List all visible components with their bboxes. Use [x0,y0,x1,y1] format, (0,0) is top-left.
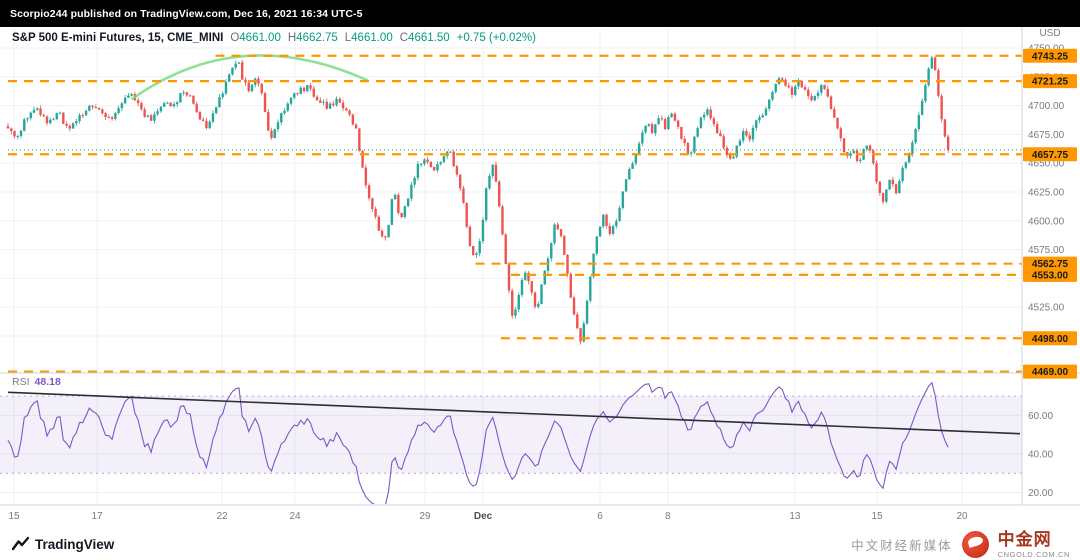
candlestick-series [6,55,950,345]
price-level-badge-text: 4553.00 [1032,270,1069,281]
publish-bar: Scorpio244 published on TradingView.com,… [0,0,1080,27]
price-level-badge [1023,48,1077,63]
symbol-legend[interactable]: S&P 500 E-mini Futures, 15, CME_MINI O466… [12,32,536,44]
price-levels [8,54,1022,373]
rsi-indicator-label: RSI [12,376,30,388]
price-level-badge-text: 4657.75 [1032,150,1069,161]
symbol-title: S&P 500 E-mini Futures, 15, CME_MINI [12,32,224,44]
low-value: 4661.00 [351,32,393,44]
rsi-trendline[interactable] [7,391,1021,435]
open-value: 4661.00 [239,32,281,44]
price-level-badge-text: 4469.00 [1032,367,1069,378]
time-tick-label: 8 [665,511,671,522]
price-tick-label: 4675.00 [1028,130,1065,141]
time-tick-label: 15 [871,511,883,522]
time-tick-label: 29 [419,511,431,522]
time-tick-label: 6 [597,511,603,522]
rsi-tick-label: 40.00 [1028,449,1053,460]
rsi-tick-label: 60.00 [1028,411,1053,422]
price-level-badge [1023,267,1077,282]
cngold-domain: CNGOLD.COM.CN [997,550,1070,559]
high-value: 4662.75 [296,32,338,44]
price-tick-label: 4525.00 [1028,303,1065,314]
rsi-band [0,395,1022,474]
close-label: C [399,32,409,44]
currency-label: USD [1039,28,1060,39]
publish-info: Scorpio244 published on TradingView.com,… [10,7,363,20]
cngold-tagline: 中文财经新媒体 [851,539,953,554]
close-value: 4661.50 [408,32,450,44]
time-tick-label: 17 [91,511,103,522]
cngold-name: 中金网 [997,530,1052,549]
tradingview-brand[interactable]: TradingView [12,536,114,553]
rsi-line [7,381,949,504]
cngold-text-block: 中金网 CNGOLD.COM.CN [998,531,1070,559]
price-tick-label: 4575.00 [1028,245,1065,256]
price-level-badge-text: 4721.25 [1032,77,1069,88]
price-axis[interactable]: USD4750.004725.004700.004675.004650.0046… [1023,28,1077,499]
rsi-pane[interactable] [0,373,1022,505]
rsi-tick-label: 20.00 [1028,488,1053,499]
footer-bar: TradingView 中文财经新媒体 中金网 CNGOLD.COM.CN [0,530,1080,560]
price-level-badge [1023,364,1077,379]
tradingview-logo-icon [12,536,29,551]
time-tick-label: 13 [789,511,801,522]
rsi-indicator-value: 48.18 [34,376,61,388]
low-label: L [344,32,352,44]
price-level-badge [1023,331,1077,346]
grid [0,28,1022,505]
rsi-legend[interactable]: RSI 48.18 [12,376,61,388]
price-level-badge-text: 4498.00 [1032,334,1069,345]
price-level-badge [1023,256,1077,271]
price-level-badge [1023,147,1077,162]
tradingview-wordmark: TradingView [35,537,115,552]
price-tick-label: 4625.00 [1028,187,1065,198]
time-tick-label: Dec [474,511,493,522]
time-tick-label: 22 [216,511,228,522]
time-tick-label: 24 [289,511,301,522]
price-level-badge [1023,74,1077,89]
change-value: +0.75 (+0.02%) [456,32,536,44]
price-level-badge-text: 4562.75 [1032,259,1069,270]
high-label: H [287,32,297,44]
cngold-brand[interactable]: 中文财经新媒体 中金网 CNGOLD.COM.CN [851,531,1070,559]
open-label: O [230,32,240,44]
price-level-badge-text: 4743.25 [1032,51,1069,62]
time-tick-label: 20 [956,511,968,522]
panel-borders [0,27,1080,506]
price-tick-label: 4700.00 [1028,101,1065,112]
cngold-logo-icon [961,531,989,559]
time-tick-label: 15 [9,511,21,522]
price-tick-label: 4600.00 [1028,216,1065,227]
price-tick-label: 4650.00 [1028,159,1065,170]
time-axis[interactable]: 15 17 22 24 29 Dec 6 8 13 15 20 [9,511,969,522]
price-pane[interactable] [0,27,1022,373]
